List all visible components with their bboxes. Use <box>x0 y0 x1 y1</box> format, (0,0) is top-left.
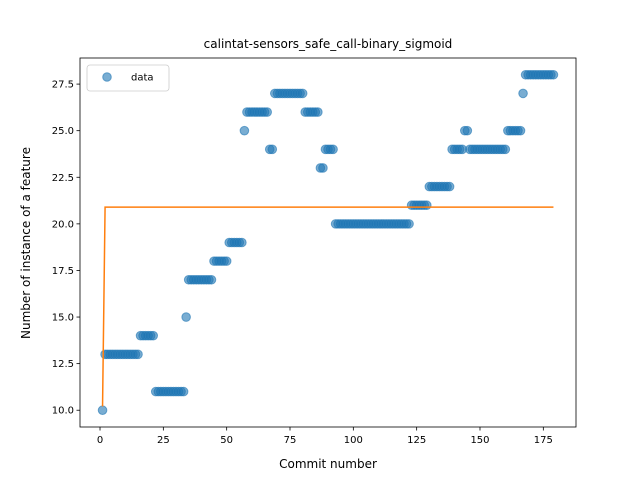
y-tick-label: 10.0 <box>52 406 74 417</box>
data-point <box>97 405 108 416</box>
x-tick-label: 25 <box>157 435 170 446</box>
y-tick-label: 15.0 <box>52 313 74 324</box>
y-tick-label: 20.0 <box>52 219 74 230</box>
x-tick-label: 125 <box>407 435 426 446</box>
y-tick-label: 12.5 <box>52 359 74 370</box>
chart-title: calintat-sensors_safe_call-binary_sigmoi… <box>204 37 453 51</box>
data-point <box>237 237 247 248</box>
y-tick-label: 27.5 <box>52 80 74 91</box>
x-tick-label: 150 <box>470 435 489 446</box>
data-point <box>181 312 191 322</box>
data-point <box>444 181 455 192</box>
data-point <box>297 88 308 99</box>
y-axis-label: Number of instance of a feature <box>19 147 33 339</box>
y-tick-label: 22.5 <box>52 173 74 184</box>
data-point <box>313 107 323 117</box>
data-point <box>262 107 273 117</box>
plot-frame <box>79 57 577 428</box>
data-point <box>133 349 143 360</box>
legend-box <box>86 64 170 92</box>
legend-marker <box>102 72 112 82</box>
data-point <box>404 219 414 229</box>
data-point <box>318 163 328 173</box>
fit-line <box>101 206 554 407</box>
x-tick-label: 50 <box>220 435 233 446</box>
data-point <box>148 330 159 341</box>
x-tick-label: 0 <box>97 435 103 446</box>
legend-label: data <box>131 73 154 84</box>
data-point <box>462 125 473 136</box>
data-point <box>206 274 217 285</box>
data-point <box>515 125 526 136</box>
data-point <box>328 144 338 155</box>
x-axis-label: Commit number <box>279 457 377 471</box>
data-point <box>548 69 559 80</box>
data-point <box>178 386 189 397</box>
data-point <box>421 200 432 211</box>
y-tick-label: 17.5 <box>52 266 74 277</box>
data-point <box>221 256 232 266</box>
x-tick-label: 75 <box>284 435 297 446</box>
data-point <box>500 144 511 155</box>
data-point <box>239 125 250 136</box>
x-tick-label: 100 <box>344 435 363 446</box>
x-tick-label: 175 <box>534 435 553 446</box>
y-tick-label: 25.0 <box>52 126 74 137</box>
data-point <box>267 144 278 155</box>
data-point <box>518 88 528 99</box>
